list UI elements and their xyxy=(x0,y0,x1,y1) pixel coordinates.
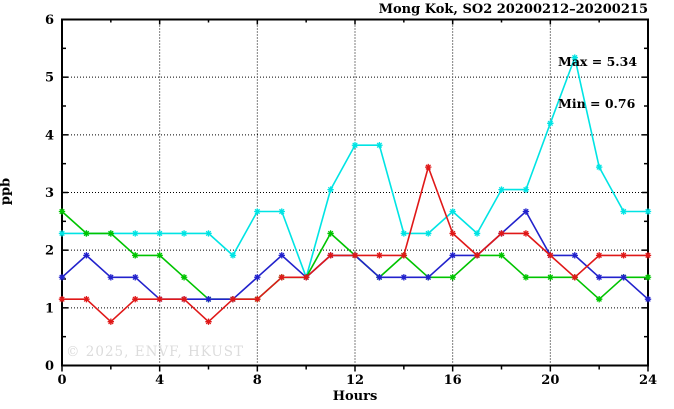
max-value-label: Max = 5.34 xyxy=(558,54,638,69)
series-red-marker xyxy=(400,252,408,259)
series-cyan-marker xyxy=(58,230,66,237)
x-tick-label: 0 xyxy=(57,373,66,388)
series-cyan-marker xyxy=(620,208,627,215)
series-red-marker xyxy=(302,274,310,281)
series-blue-marker xyxy=(620,274,627,281)
series-red-marker xyxy=(180,295,188,303)
series-cyan-marker xyxy=(400,230,408,237)
stats-annotation: Max = 5.34 Min = 0.76 xyxy=(558,27,637,139)
series-cyan-marker xyxy=(278,208,285,215)
series-red-marker xyxy=(473,252,481,259)
series-red-marker xyxy=(498,230,505,237)
series-green-marker xyxy=(58,208,66,215)
series-red-marker xyxy=(425,163,432,171)
series-cyan-marker xyxy=(376,142,383,149)
series-cyan-marker xyxy=(522,186,530,193)
series-green-marker xyxy=(522,274,530,281)
chart-title: Mong Kok, SO2 20200212–20200215 xyxy=(378,2,648,17)
series-red-marker xyxy=(205,318,212,325)
series-cyan-marker xyxy=(132,230,139,237)
series-red-marker xyxy=(254,295,261,303)
series-blue-marker xyxy=(205,295,212,303)
series-green-marker xyxy=(83,230,90,237)
y-tick-label: 6 xyxy=(45,13,54,28)
series-red-marker xyxy=(327,252,334,259)
series-green-marker xyxy=(449,274,456,281)
series-cyan-marker xyxy=(229,252,237,259)
series-blue-marker xyxy=(571,252,578,259)
series-red-marker xyxy=(83,295,90,303)
series-cyan-marker xyxy=(595,163,603,171)
series-cyan-marker xyxy=(327,186,334,193)
series-red-marker xyxy=(620,252,627,259)
series-blue-marker xyxy=(107,274,115,281)
series-blue-marker xyxy=(132,274,139,281)
series-green-marker xyxy=(547,274,554,281)
series-cyan-marker xyxy=(351,142,359,149)
series-red-marker xyxy=(132,295,139,303)
series-green-marker xyxy=(595,295,603,303)
series-blue-marker xyxy=(449,252,456,259)
series-cyan-marker xyxy=(180,230,188,237)
min-value-label: Min = 0.76 xyxy=(558,96,636,111)
series-blue-marker xyxy=(83,252,90,259)
series-blue-marker xyxy=(58,274,66,281)
x-tick-label: 4 xyxy=(155,373,164,388)
series-cyan-marker xyxy=(205,230,212,237)
series-cyan-marker xyxy=(156,230,163,237)
series-green-marker xyxy=(327,230,334,237)
y-axis-label: ppb xyxy=(0,177,14,206)
x-tick-label: 12 xyxy=(346,373,364,388)
series-blue-marker xyxy=(376,274,383,281)
x-tick-label: 16 xyxy=(444,373,462,388)
series-cyan-marker xyxy=(473,230,481,237)
series-cyan-marker xyxy=(254,208,261,215)
series-red-marker xyxy=(595,252,603,259)
series-red-marker xyxy=(58,295,66,303)
series-red-marker xyxy=(278,274,285,281)
series-red-marker xyxy=(351,252,359,259)
series-cyan-marker xyxy=(571,54,578,61)
series-blue-marker xyxy=(644,295,652,303)
series-red-marker xyxy=(571,274,578,281)
series-red-marker xyxy=(376,252,383,259)
series-blue-marker xyxy=(278,252,285,259)
series-green-marker xyxy=(180,274,188,281)
series-green-marker xyxy=(644,274,652,281)
series-red-marker xyxy=(547,252,554,259)
y-tick-label: 2 xyxy=(45,244,54,259)
y-tick-label: 4 xyxy=(45,128,54,143)
x-tick-label: 8 xyxy=(253,373,262,388)
series-red-marker xyxy=(449,230,456,237)
series-cyan-marker xyxy=(498,186,505,193)
y-tick-label: 3 xyxy=(45,186,54,201)
series-cyan-marker xyxy=(547,120,554,127)
series-green-marker xyxy=(156,252,163,259)
series-blue-marker xyxy=(254,274,261,281)
series-blue-marker xyxy=(522,208,530,215)
series-cyan-marker xyxy=(425,230,432,237)
series-blue-marker xyxy=(425,274,432,281)
series-green-marker xyxy=(132,252,139,259)
x-axis-label: Hours xyxy=(332,389,378,404)
series-red-marker xyxy=(156,295,163,303)
y-tick-label: 0 xyxy=(45,359,54,374)
x-tick-label: 20 xyxy=(541,373,559,388)
series-green-marker xyxy=(107,230,115,237)
series-cyan-marker xyxy=(644,208,652,215)
y-tick-label: 5 xyxy=(45,71,54,86)
series-red-marker xyxy=(229,295,237,303)
x-tick-label: 24 xyxy=(639,373,657,388)
series-red-marker xyxy=(107,318,115,325)
y-tick-label: 1 xyxy=(45,301,54,316)
watermark: © 2025, ENVF, HKUST xyxy=(66,344,245,360)
series-cyan-marker xyxy=(449,208,456,215)
series-red-marker xyxy=(644,252,652,259)
series-red-marker xyxy=(522,230,530,237)
series-green-marker xyxy=(498,252,505,259)
series-blue-marker xyxy=(595,274,603,281)
series-blue-marker xyxy=(400,274,408,281)
